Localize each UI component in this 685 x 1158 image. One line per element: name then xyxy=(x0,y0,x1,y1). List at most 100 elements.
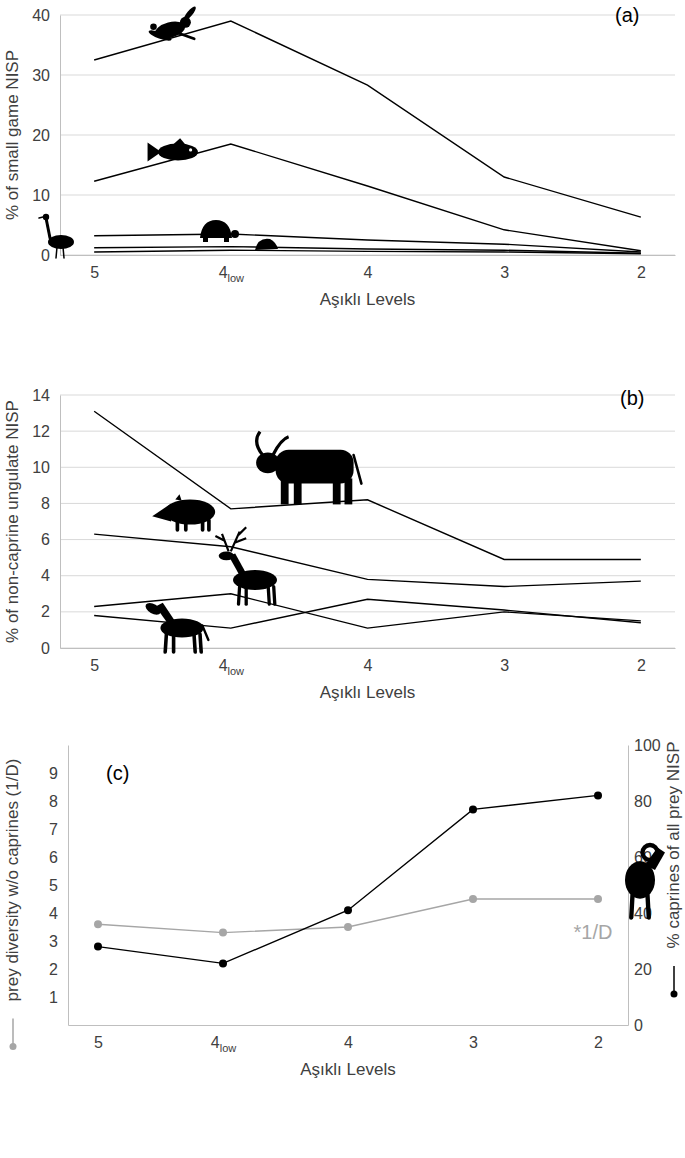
tick: 40 xyxy=(32,7,60,24)
tick-label: 5 xyxy=(90,657,99,674)
tick-label: 2 xyxy=(594,1034,603,1051)
plot-area xyxy=(94,791,602,967)
icon-part xyxy=(224,237,229,242)
icon-bird xyxy=(39,214,74,258)
icon-part xyxy=(643,845,658,860)
tick: 5 xyxy=(94,1025,103,1051)
panel-label: (b) xyxy=(620,387,644,409)
icon-part xyxy=(194,634,195,652)
icon-hare xyxy=(148,5,198,43)
grid-line xyxy=(60,255,675,256)
grid xyxy=(60,15,675,255)
tick-label: 5 xyxy=(90,264,99,281)
tick-label: 9 xyxy=(49,765,58,782)
series-line xyxy=(94,411,641,559)
tick: 4low xyxy=(219,255,244,284)
y-axis: 010203040 xyxy=(32,7,60,264)
icon-part xyxy=(354,455,362,484)
axis-line xyxy=(60,16,61,256)
icon-part xyxy=(345,478,353,504)
tick: 2 xyxy=(41,603,60,620)
x-axis-title: Aşıklı Levels xyxy=(300,1060,395,1079)
tick: 10 xyxy=(32,459,60,476)
tick: 5 xyxy=(90,648,99,674)
series-line xyxy=(94,250,641,254)
tick: 14 xyxy=(32,387,60,404)
marker xyxy=(94,920,102,928)
x-axis: 5 4low 4 3 2 xyxy=(69,1025,629,1054)
tick-label: 80 xyxy=(634,793,652,810)
icon-part xyxy=(39,217,43,218)
grid-line xyxy=(60,15,675,16)
tick-label: 3 xyxy=(49,933,58,950)
icon-part xyxy=(239,587,240,605)
tick-label: 5 xyxy=(94,1034,103,1051)
tick: 5 xyxy=(49,877,68,894)
tick-label: 8 xyxy=(49,793,58,810)
symbol-dot xyxy=(671,991,678,998)
y-axis: 02468101214 xyxy=(32,387,60,657)
grid xyxy=(60,395,675,648)
icon-part xyxy=(274,587,275,605)
icon-part xyxy=(255,239,278,250)
tick: 3 xyxy=(469,1025,478,1051)
tick-label: 3 xyxy=(500,657,509,674)
tick-label: 4 xyxy=(364,657,373,674)
tick-label: 6 xyxy=(41,531,50,548)
icon-part xyxy=(203,237,208,242)
tick: 2 xyxy=(49,961,68,978)
grid-line xyxy=(60,75,675,76)
tick-label: 0 xyxy=(634,1017,643,1034)
icon-part xyxy=(144,600,163,617)
icon-part xyxy=(245,587,248,605)
tick: 3 xyxy=(500,255,509,281)
tick-label: 4 xyxy=(344,1034,353,1051)
tick: 4low xyxy=(219,648,244,677)
marker xyxy=(344,906,352,914)
tick: 4low xyxy=(211,1025,236,1054)
tick-label: 20 xyxy=(634,961,652,978)
marker xyxy=(219,959,227,967)
tick: 3 xyxy=(49,933,68,950)
tick: 1 xyxy=(49,989,68,1006)
icon-tortoise xyxy=(200,220,239,242)
marker xyxy=(219,929,227,937)
icon-part xyxy=(176,520,180,529)
y2-axis-title: % caprines of all prey NISP xyxy=(664,742,683,949)
symbol-dot xyxy=(10,1043,17,1050)
marker xyxy=(94,943,102,951)
tick-label: 12 xyxy=(32,423,50,440)
axis-line xyxy=(61,648,676,649)
icon-part xyxy=(219,551,234,560)
tick: 3 xyxy=(500,648,509,674)
icon-part xyxy=(56,247,57,258)
icon-deer xyxy=(215,527,277,604)
tick: 4 xyxy=(364,255,373,281)
icon-part xyxy=(207,520,211,529)
axis-title-symbol xyxy=(671,966,678,998)
figure: 01020304054low432Aşıklı Levels% of small… xyxy=(0,0,685,1158)
icon-ram xyxy=(625,845,665,918)
tick-label: 4 xyxy=(364,264,373,281)
symbol-line xyxy=(12,1019,14,1047)
icon-aurochs xyxy=(256,432,361,505)
icon-part xyxy=(158,144,198,161)
grid-line xyxy=(60,195,675,196)
icon-part xyxy=(150,23,157,30)
tick-label: 2 xyxy=(637,264,646,281)
tick-label: 10 xyxy=(32,187,50,204)
icon-part xyxy=(257,432,289,455)
panel-label: (a) xyxy=(615,4,639,26)
icon-part xyxy=(333,478,341,504)
icon-part xyxy=(294,478,302,504)
icon-part xyxy=(200,634,201,652)
icon-part xyxy=(648,895,649,918)
tick-label: 6 xyxy=(49,849,58,866)
tick: 8 xyxy=(41,495,60,512)
panel: 12345678902040608010054low432Aşıklı Leve… xyxy=(3,737,683,1079)
icon-part xyxy=(182,5,198,22)
axis-line xyxy=(61,255,676,256)
icon-part xyxy=(165,634,166,652)
tick-label: 40 xyxy=(32,7,50,24)
series-line xyxy=(94,21,641,217)
